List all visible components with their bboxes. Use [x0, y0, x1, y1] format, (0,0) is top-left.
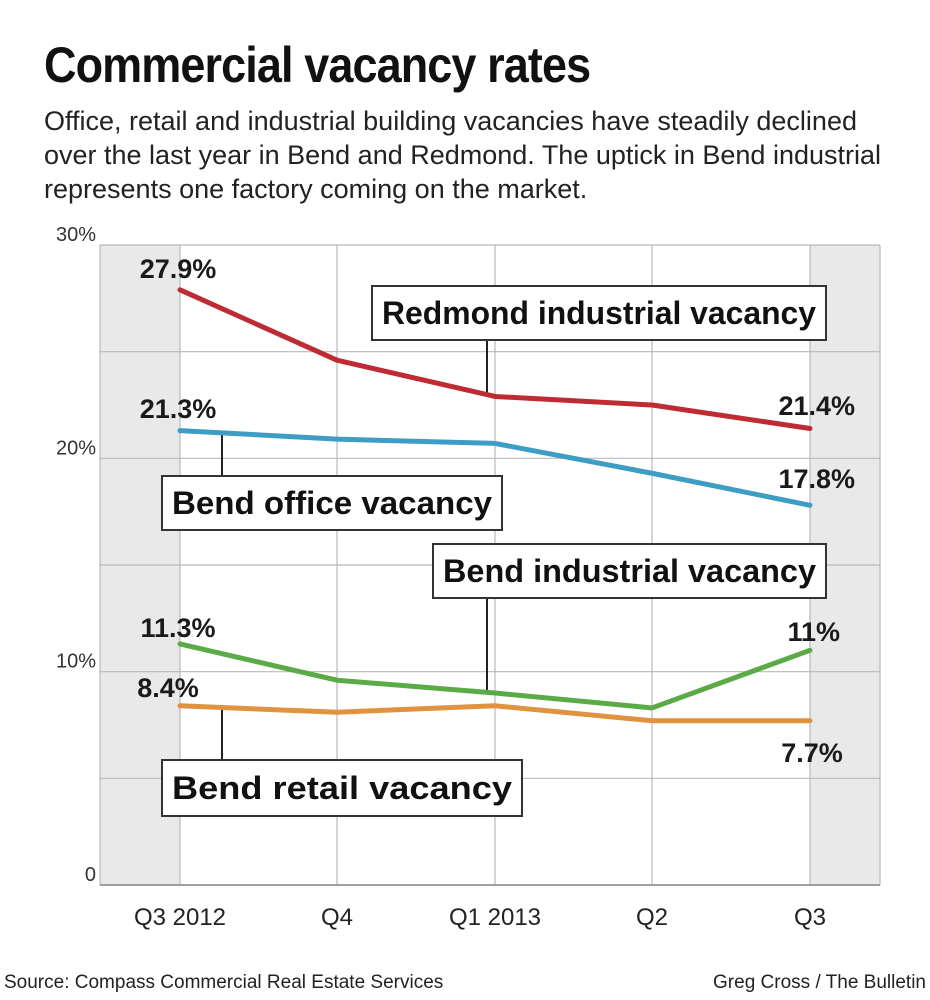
x-axis-ticks: Q3 2012 Q4 Q1 2013 Q2 Q3 — [134, 904, 826, 931]
series-name-box — [161, 759, 523, 817]
source-note: Source: Compass Commercial Real Estate S… — [4, 972, 444, 993]
series-line — [177, 287, 813, 431]
series-name-box — [432, 543, 827, 599]
end-value-label: 11% — [787, 617, 840, 647]
end-value-label: 17.8% — [778, 464, 855, 494]
x-tick-label: Q3 — [794, 904, 826, 931]
series-name-label: Bend office vacancy — [172, 485, 492, 521]
x-tick-label: Q3 2012 — [134, 904, 226, 931]
end-value-label: 21.4% — [778, 391, 855, 421]
y-axis-ticks: 0 10% 20% 30% — [56, 224, 96, 886]
series-line — [177, 703, 813, 724]
start-value-label: 27.9% — [140, 254, 217, 284]
y-tick-label: 10% — [56, 651, 96, 673]
series-lines — [177, 287, 813, 724]
series-name-label: Redmond industrial vacancy — [382, 295, 816, 331]
x-tick-label: Q1 2013 — [449, 904, 541, 931]
series-name-box — [371, 285, 827, 341]
label-leader-lines — [221, 340, 488, 760]
series-line — [177, 641, 813, 711]
series-name-box — [161, 475, 503, 531]
x-tick-label: Q4 — [321, 904, 353, 931]
y-tick-label: 0 — [85, 864, 96, 886]
data-value-labels: 27.9% 21.4% 21.3% 17.8% 11.3% 11% 8.4% 7.7% — [137, 254, 855, 768]
end-value-label: 7.7% — [781, 738, 843, 768]
y-tick-label: 20% — [56, 437, 96, 459]
credit-note: Greg Cross / The Bulletin — [713, 972, 926, 993]
series-line — [177, 428, 813, 508]
x-tick-label: Q2 — [636, 904, 668, 931]
series-name-boxes: Redmond industrial vacancy Bend office va… — [161, 285, 827, 817]
start-value-label: 8.4% — [137, 673, 199, 703]
chart-title: Commercial vacancy rates — [44, 37, 591, 93]
start-value-label: 21.3% — [140, 394, 217, 424]
series-name-label: Bend retail vacancy — [172, 770, 512, 806]
series-name-label: Bend industrial vacancy — [443, 553, 816, 589]
start-value-label: 11.3% — [140, 613, 215, 643]
chart-subtitle: Office, retail and industrial building v… — [44, 106, 881, 204]
y-tick-label: 30% — [56, 224, 96, 246]
